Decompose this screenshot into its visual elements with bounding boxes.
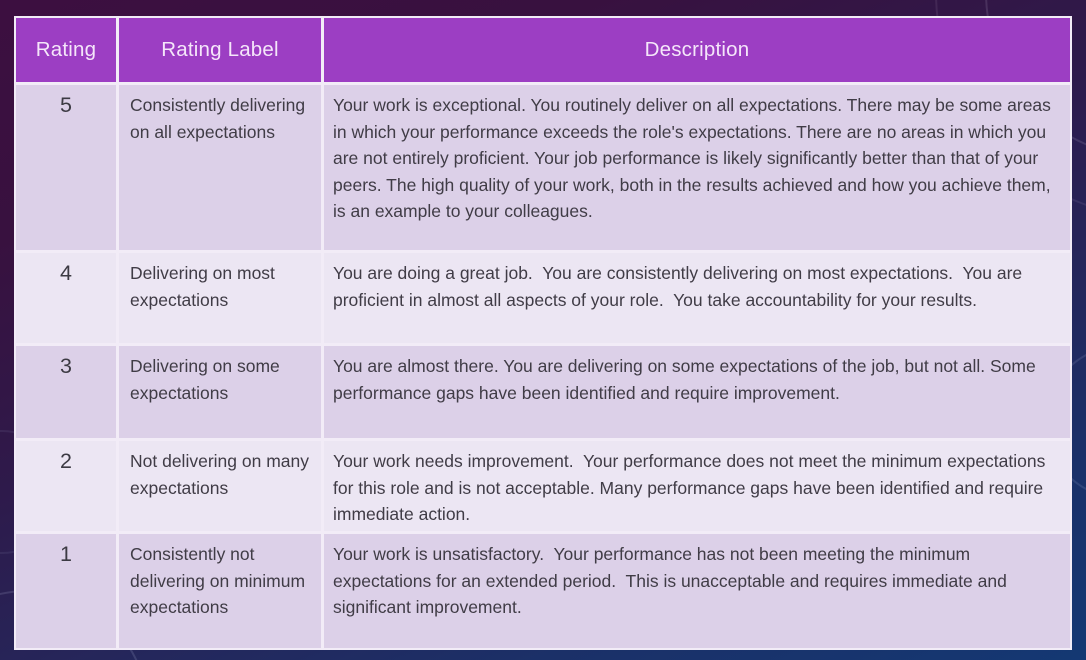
rating-label: Consistently delivering on all expectati… (119, 85, 321, 250)
rating-value: 2 (16, 441, 116, 531)
rating-label: Not delivering on many expectations (119, 441, 321, 531)
rating-value: 3 (16, 346, 116, 438)
rating-description: Your work is exceptional. You routinely … (324, 85, 1070, 250)
header-rating-label: Rating Label (119, 18, 321, 82)
header-rating: Rating (16, 18, 116, 82)
rating-description: You are doing a great job. You are consi… (324, 253, 1070, 343)
rating-value: 5 (16, 85, 116, 250)
rating-label: Consistently not delivering on minimum e… (119, 534, 321, 648)
rating-table-grid: Rating Rating Label Description 5 Consis… (16, 18, 1070, 648)
rating-table: Rating Rating Label Description 5 Consis… (14, 16, 1072, 650)
rating-label: Delivering on most expectations (119, 253, 321, 343)
rating-value: 4 (16, 253, 116, 343)
rating-description: Your work needs improvement. Your perfor… (324, 441, 1070, 531)
header-description: Description (324, 18, 1070, 82)
rating-value: 1 (16, 534, 116, 648)
rating-description: You are almost there. You are delivering… (324, 346, 1070, 438)
rating-description: Your work is unsatisfactory. Your perfor… (324, 534, 1070, 648)
rating-label: Delivering on some expectations (119, 346, 321, 438)
